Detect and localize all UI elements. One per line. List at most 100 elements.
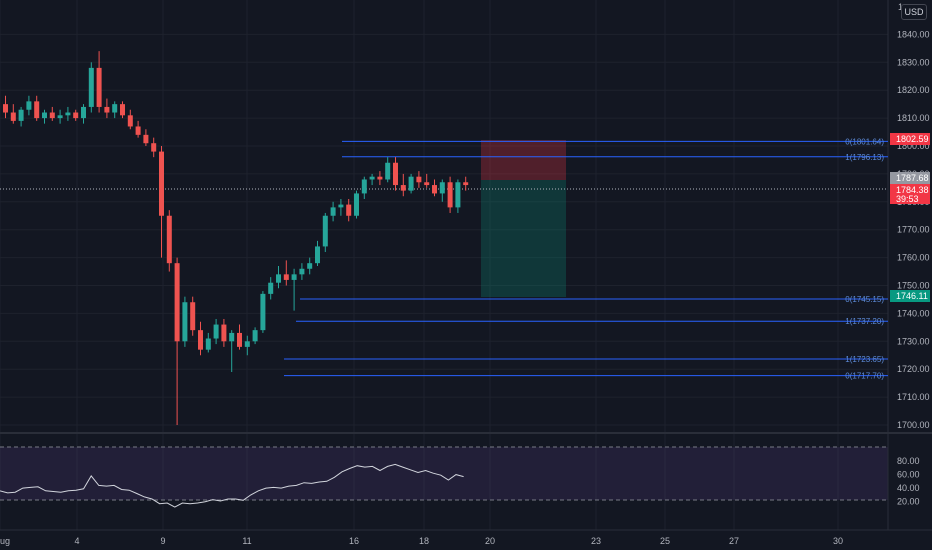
time-tick-label: 9 — [160, 536, 165, 546]
candle-body — [361, 179, 367, 194]
fib-level-label: 1(1796.13) — [845, 153, 884, 162]
candle-body — [268, 282, 274, 294]
rsi-band — [0, 447, 888, 500]
candle-body — [369, 176, 375, 180]
candle-body — [260, 293, 266, 331]
time-tick-label: 27 — [729, 536, 739, 546]
price-tick-label: 1710.00 — [897, 392, 930, 402]
price-tick-label: 1810.00 — [897, 113, 930, 123]
take-profit-zone[interactable] — [481, 180, 566, 297]
rsi-line — [0, 463, 464, 508]
candle-body — [57, 115, 63, 119]
price-tick-label: 1800.00 — [897, 141, 930, 151]
rsi-tick-label: 80.00 — [897, 456, 920, 466]
last-price-badge — [890, 172, 930, 184]
candle-body — [307, 263, 313, 269]
time-tick-label: 16 — [349, 536, 359, 546]
last-price-text: 1787.68 — [896, 173, 929, 183]
stop-price-badge — [890, 133, 930, 145]
rsi-tick-label: 20.00 — [897, 497, 920, 507]
candle-body — [166, 215, 172, 264]
candle-body — [221, 324, 227, 342]
candle-body — [10, 112, 16, 121]
candle-body — [385, 162, 391, 180]
price-tick-label: 1820.00 — [897, 85, 930, 95]
stop-loss-zone[interactable] — [481, 140, 566, 180]
current-price-text: 1784.38 — [896, 185, 929, 195]
candle-body — [3, 104, 8, 113]
price-tick-label: 1840.00 — [897, 29, 930, 39]
candle-body — [424, 182, 430, 186]
time-axis[interactable]: ug 4 9 11 16 18 20 23 25 27 30 — [0, 536, 843, 546]
time-tick-label: ug — [0, 536, 10, 546]
price-tick-label: 1730.00 — [897, 336, 930, 346]
rsi-tick-label: 60.00 — [897, 470, 920, 480]
candle-body — [96, 67, 102, 107]
price-tick-label: 1830.00 — [897, 57, 930, 67]
price-tick-label: 1770.00 — [897, 225, 930, 235]
candle-body — [127, 115, 133, 127]
candle-body — [135, 126, 141, 135]
fib-level-label: 0(1745.15) — [845, 295, 884, 304]
time-tick-label: 4 — [74, 536, 79, 546]
candle-body — [455, 182, 461, 208]
fib-level-label: 0(1717.70) — [845, 372, 884, 381]
candle-body — [143, 134, 149, 144]
time-tick-label: 18 — [419, 536, 429, 546]
countdown-text: 39:53 — [896, 194, 919, 204]
price-tick-label: 1720.00 — [897, 364, 930, 374]
candle-body — [205, 338, 211, 350]
price-tick-label: 1740.00 — [897, 308, 930, 318]
candle-body — [120, 104, 125, 116]
candle-body — [88, 67, 94, 107]
candle-body — [244, 341, 250, 347]
candle-body — [354, 193, 359, 216]
price-tick-label: 1760.00 — [897, 253, 930, 263]
price-tick-label: 1750.00 — [897, 281, 930, 291]
candle-body — [299, 268, 305, 275]
rsi-axis: 80.00 60.00 40.00 20.00 — [897, 456, 920, 507]
fib-levels[interactable]: 0(1801.64) 1(1796.13) 0(1745.15) 1(1737.20)… — [284, 137, 888, 381]
fib-level-label: 1(1723.65) — [845, 355, 884, 364]
time-tick-label: 25 — [660, 536, 670, 546]
candle-body — [81, 106, 86, 119]
candle-body — [229, 332, 235, 342]
currency-button[interactable]: USD — [901, 4, 927, 20]
candlesticks — [3, 51, 469, 425]
candle-body — [34, 101, 40, 119]
stop-price-text: 1802.59 — [896, 134, 929, 144]
candle-body — [198, 330, 203, 350]
candle-body — [65, 112, 71, 116]
candle-body — [276, 274, 281, 283]
candle-body — [377, 176, 383, 180]
candle-body — [338, 204, 344, 208]
candle-body — [346, 204, 352, 216]
target-price-text: 1746.11 — [896, 291, 928, 301]
candle-body — [112, 104, 118, 113]
candle-body — [49, 112, 55, 119]
candle-body — [213, 324, 219, 339]
target-price-badge — [890, 290, 930, 302]
candle-body — [237, 332, 242, 347]
fib-level-label: 1(1737.20) — [845, 317, 884, 326]
price-axis[interactable]: 1840.001830.001820.001810.001800.001790.… — [897, 29, 930, 430]
candle-body — [174, 263, 180, 342]
candle-body — [159, 151, 164, 216]
candle-body — [18, 109, 24, 121]
candle-body — [400, 185, 406, 191]
chart-grid — [0, 0, 888, 530]
price-tick-label: 1700.00 — [897, 420, 930, 430]
candle-body — [283, 274, 289, 280]
time-tick-label: 23 — [591, 536, 601, 546]
time-tick-label: 20 — [485, 536, 495, 546]
candle-body — [408, 176, 414, 191]
candle-body — [439, 182, 445, 194]
candle-body — [182, 302, 188, 342]
candle-body — [73, 112, 79, 119]
current-price-badge — [890, 184, 930, 204]
time-tick-label: 11 — [242, 536, 251, 546]
candle-body — [432, 185, 437, 194]
candle-body — [416, 176, 422, 183]
candle-body — [151, 143, 157, 152]
